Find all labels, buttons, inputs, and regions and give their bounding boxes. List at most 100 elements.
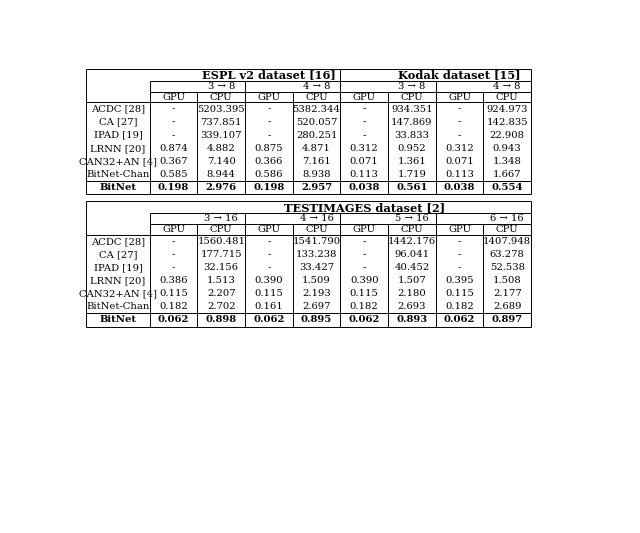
Text: 0.395: 0.395 bbox=[445, 276, 474, 285]
Text: 0.115: 0.115 bbox=[255, 289, 284, 298]
Text: 4 → 8: 4 → 8 bbox=[493, 82, 521, 91]
Text: CPU: CPU bbox=[210, 93, 232, 102]
Text: 8.938: 8.938 bbox=[302, 170, 331, 179]
Text: 0.952: 0.952 bbox=[397, 144, 426, 153]
Text: 1.507: 1.507 bbox=[397, 276, 426, 285]
Text: BitNet-Chan: BitNet-Chan bbox=[86, 302, 150, 311]
Text: 2.702: 2.702 bbox=[207, 302, 236, 311]
Text: 142.835: 142.835 bbox=[486, 118, 528, 127]
Text: 0.875: 0.875 bbox=[255, 144, 284, 153]
Text: 147.869: 147.869 bbox=[391, 118, 433, 127]
Text: 0.038: 0.038 bbox=[444, 183, 476, 192]
Text: 52.538: 52.538 bbox=[490, 263, 525, 272]
Text: -: - bbox=[268, 118, 271, 127]
Text: -: - bbox=[268, 104, 271, 114]
Text: 0.895: 0.895 bbox=[301, 316, 332, 325]
Text: 0.115: 0.115 bbox=[445, 289, 474, 298]
Text: 339.107: 339.107 bbox=[200, 131, 242, 140]
Text: GPU: GPU bbox=[162, 225, 185, 234]
Text: 1407.948: 1407.948 bbox=[483, 237, 531, 246]
Text: 2.957: 2.957 bbox=[301, 183, 332, 192]
Text: 0.182: 0.182 bbox=[159, 302, 188, 311]
Text: 1.348: 1.348 bbox=[493, 157, 522, 166]
Text: 520.057: 520.057 bbox=[296, 118, 337, 127]
Text: 280.251: 280.251 bbox=[296, 131, 337, 140]
Text: 0.312: 0.312 bbox=[445, 144, 474, 153]
Text: -: - bbox=[268, 237, 271, 246]
Text: LRNN [20]: LRNN [20] bbox=[90, 276, 146, 285]
Text: 737.851: 737.851 bbox=[200, 118, 242, 127]
Text: 0.198: 0.198 bbox=[158, 183, 189, 192]
Text: -: - bbox=[362, 237, 366, 246]
Text: 7.161: 7.161 bbox=[302, 157, 331, 166]
Text: 1.361: 1.361 bbox=[397, 157, 426, 166]
Text: 8.944: 8.944 bbox=[207, 170, 236, 179]
Text: 2.177: 2.177 bbox=[493, 289, 522, 298]
Text: Kodak dataset [15]: Kodak dataset [15] bbox=[398, 69, 521, 80]
Text: 63.278: 63.278 bbox=[490, 250, 525, 259]
Text: ESPL v2 dataset [16]: ESPL v2 dataset [16] bbox=[202, 69, 336, 80]
Text: -: - bbox=[458, 237, 461, 246]
Text: 0.312: 0.312 bbox=[350, 144, 379, 153]
Text: 2.180: 2.180 bbox=[397, 289, 426, 298]
Text: -: - bbox=[172, 104, 175, 114]
Text: -: - bbox=[458, 131, 461, 140]
Text: 0.113: 0.113 bbox=[445, 170, 474, 179]
Text: 1.508: 1.508 bbox=[493, 276, 522, 285]
Text: GPU: GPU bbox=[448, 93, 471, 102]
Text: 0.586: 0.586 bbox=[255, 170, 283, 179]
Text: BitNet: BitNet bbox=[99, 183, 136, 192]
Text: 924.973: 924.973 bbox=[486, 104, 528, 114]
Text: 4.871: 4.871 bbox=[302, 144, 331, 153]
Text: BitNet: BitNet bbox=[99, 316, 136, 325]
Text: CPU: CPU bbox=[401, 93, 423, 102]
Text: 0.390: 0.390 bbox=[255, 276, 284, 285]
Text: GPU: GPU bbox=[162, 93, 185, 102]
Text: 2.207: 2.207 bbox=[207, 289, 236, 298]
Text: 2.689: 2.689 bbox=[493, 302, 522, 311]
Text: 2.697: 2.697 bbox=[302, 302, 331, 311]
Text: CPU: CPU bbox=[496, 225, 518, 234]
Text: IPAD [19]: IPAD [19] bbox=[93, 131, 143, 140]
Text: 0.561: 0.561 bbox=[396, 183, 428, 192]
Text: 1442.176: 1442.176 bbox=[388, 237, 436, 246]
Text: 0.062: 0.062 bbox=[253, 316, 285, 325]
Text: 3 → 16: 3 → 16 bbox=[204, 214, 238, 223]
Text: -: - bbox=[268, 131, 271, 140]
Text: -: - bbox=[172, 263, 175, 272]
Text: 0.062: 0.062 bbox=[444, 316, 476, 325]
Text: -: - bbox=[268, 250, 271, 259]
Text: CPU: CPU bbox=[401, 225, 423, 234]
Text: -: - bbox=[458, 263, 461, 272]
Text: 0.062: 0.062 bbox=[158, 316, 189, 325]
Text: CPU: CPU bbox=[305, 93, 328, 102]
Text: TESTIMAGES dataset [2]: TESTIMAGES dataset [2] bbox=[284, 201, 445, 213]
Text: CPU: CPU bbox=[496, 93, 518, 102]
Text: 0.386: 0.386 bbox=[159, 276, 188, 285]
Text: 0.182: 0.182 bbox=[350, 302, 379, 311]
Text: CPU: CPU bbox=[210, 225, 232, 234]
Text: CAN32+AN [4]: CAN32+AN [4] bbox=[79, 289, 157, 298]
Text: 5382.344: 5382.344 bbox=[292, 104, 340, 114]
Text: BitNet-Chan: BitNet-Chan bbox=[86, 170, 150, 179]
Text: -: - bbox=[172, 118, 175, 127]
Text: 0.071: 0.071 bbox=[350, 157, 379, 166]
Text: GPU: GPU bbox=[257, 93, 280, 102]
Text: 1541.790: 1541.790 bbox=[292, 237, 340, 246]
Text: 96.041: 96.041 bbox=[394, 250, 429, 259]
Text: 0.366: 0.366 bbox=[255, 157, 283, 166]
Text: 0.115: 0.115 bbox=[350, 289, 379, 298]
Text: 22.908: 22.908 bbox=[490, 131, 525, 140]
Text: 3 → 8: 3 → 8 bbox=[207, 82, 235, 91]
Text: GPU: GPU bbox=[448, 225, 471, 234]
Text: 1.719: 1.719 bbox=[397, 170, 426, 179]
Text: CA [27]: CA [27] bbox=[99, 250, 137, 259]
Text: 0.874: 0.874 bbox=[159, 144, 188, 153]
Text: -: - bbox=[362, 104, 366, 114]
Text: 177.715: 177.715 bbox=[200, 250, 242, 259]
Text: 2.976: 2.976 bbox=[205, 183, 237, 192]
Text: 133.238: 133.238 bbox=[296, 250, 337, 259]
Text: 1.667: 1.667 bbox=[493, 170, 522, 179]
Text: 0.554: 0.554 bbox=[492, 183, 523, 192]
Text: 4 → 16: 4 → 16 bbox=[300, 214, 333, 223]
